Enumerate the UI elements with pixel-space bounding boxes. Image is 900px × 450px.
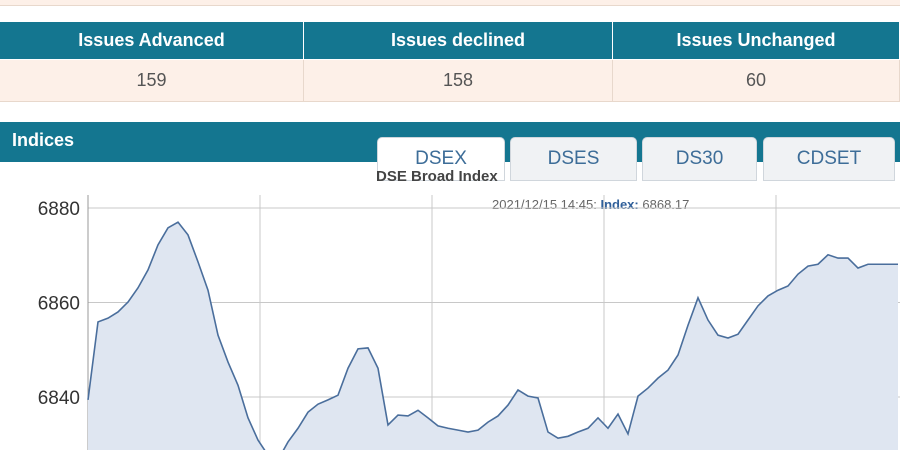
stats-header: Issues Unchanged — [613, 22, 900, 59]
area-fill — [88, 222, 898, 450]
annotation-value: 6868.17 — [642, 197, 689, 212]
y-tick-label: 6840 — [38, 388, 80, 409]
indices-title: Indices — [12, 130, 75, 150]
stats-value: 159 — [0, 60, 304, 102]
y-tick-label: 6860 — [38, 294, 80, 315]
annotation: 2021/12/15 14:45: Index: 6868.17 — [492, 197, 689, 212]
line — [87, 221, 898, 450]
tab[interactable]: DSEX — [377, 137, 505, 181]
y-tick-label: 6880 — [38, 199, 80, 220]
annotation-label: Index: — [600, 197, 638, 212]
tab[interactable]: DSES — [510, 137, 637, 181]
stats-header: Issues Advanced — [0, 22, 304, 59]
top-row — [0, 0, 900, 6]
stats-header: Issues declined — [304, 22, 613, 59]
tab[interactable]: CDSET — [763, 137, 895, 181]
chart-title: DSE Broad Index — [376, 168, 498, 185]
annotation-time: 2021/12/15 14:45: — [492, 197, 597, 212]
stats-value: 60 — [613, 60, 900, 102]
stats-value: 158 — [304, 60, 613, 102]
tab[interactable]: DS30 — [642, 137, 757, 181]
